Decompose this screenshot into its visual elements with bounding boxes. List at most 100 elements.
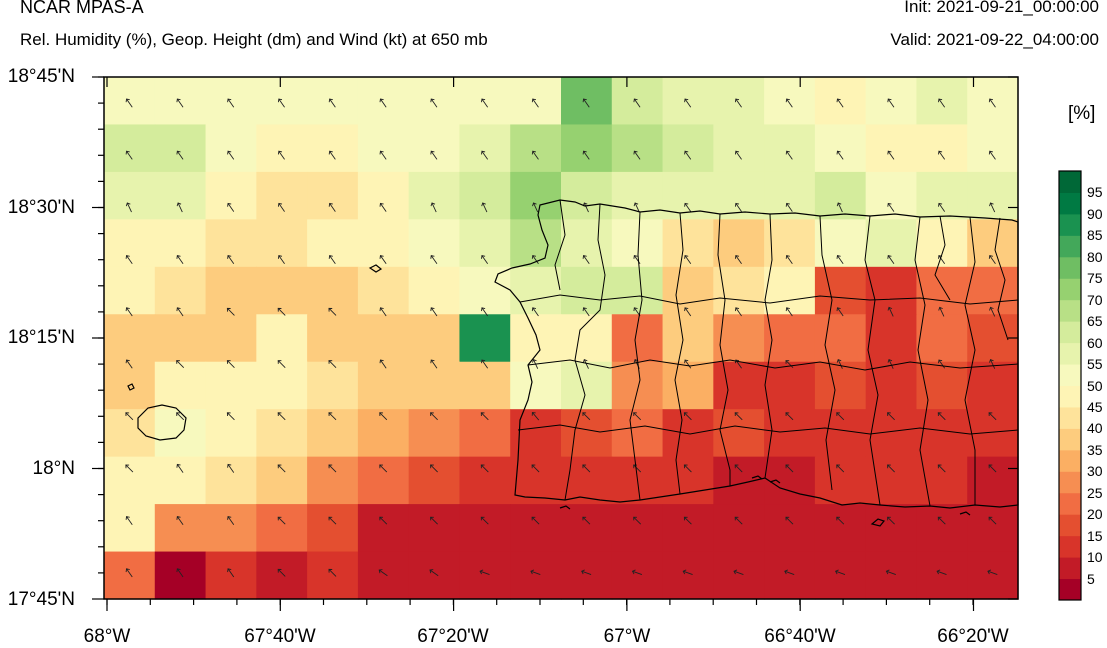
- rh-cell: [154, 551, 207, 600]
- rh-cell: [662, 551, 714, 600]
- wind-arrow: [125, 255, 133, 265]
- rh-cell: [611, 551, 664, 600]
- colorbar-label: 35: [1087, 441, 1103, 458]
- wind-arrow: [633, 516, 642, 525]
- rh-cell: [865, 77, 918, 126]
- wind-arrow: [836, 255, 844, 265]
- wind-arrow: [430, 464, 438, 473]
- rh-cell: [357, 124, 410, 173]
- wind-arrow: [277, 516, 286, 525]
- rh-cell: [510, 266, 562, 315]
- wind-arrow: [887, 412, 895, 421]
- rh-cell: [357, 504, 410, 553]
- wind-arrow: [531, 464, 540, 473]
- wind-arrow: [734, 412, 743, 421]
- wind-arrow: [582, 412, 591, 421]
- wind-arrow: [785, 307, 793, 317]
- puerto-rico-outline: [494, 199, 1019, 509]
- wind-arrow: [176, 412, 185, 421]
- rh-cell: [814, 456, 867, 505]
- rh-cell: [764, 124, 816, 173]
- wind-arrow: [227, 463, 235, 473]
- wind-arrow: [836, 358, 843, 369]
- rh-cell: [104, 77, 156, 126]
- wind-arrow: [938, 98, 946, 108]
- wind-arrow: [937, 412, 946, 421]
- colorbar-swatch: [1059, 299, 1081, 322]
- wind-arrow: [328, 98, 336, 108]
- rh-cell: [205, 314, 257, 363]
- wind-arrow: [176, 463, 184, 473]
- wind-arrow: [176, 307, 184, 317]
- wind-arrow: [226, 412, 235, 421]
- wind-arrow: [836, 150, 844, 160]
- colorbar-swatch: [1059, 428, 1081, 451]
- wind-arrow: [836, 412, 845, 421]
- wind-arrow: [834, 569, 846, 576]
- rh-cell: [967, 124, 1019, 173]
- humidity-grid: [104, 77, 1019, 600]
- wind-arrow: [785, 150, 793, 160]
- wind-arrow: [379, 98, 387, 108]
- colorbar-label: 25: [1087, 484, 1103, 501]
- wind-arrow: [227, 98, 235, 108]
- wind-arrow: [176, 255, 184, 265]
- x-label-67w: 67°W: [603, 626, 651, 647]
- rh-cell: [408, 456, 461, 505]
- rh-cell: [104, 266, 156, 315]
- wind-arrow: [379, 202, 387, 212]
- rh-cell: [459, 504, 511, 553]
- rh-cell: [713, 504, 765, 553]
- rh-cell: [154, 314, 207, 363]
- valid-time: Valid: 2021-09-22_04:00:00: [890, 30, 1099, 49]
- colorbar-swatch: [1059, 578, 1081, 601]
- rh-cell: [510, 171, 562, 220]
- wind-arrow: [480, 516, 489, 525]
- coastline-outline: [127, 199, 1019, 527]
- rh-cell: [357, 77, 410, 126]
- wind-arrow: [481, 98, 489, 108]
- rh-cell: [307, 504, 359, 553]
- colorbar-swatch: [1059, 278, 1081, 301]
- wind-arrow: [125, 307, 133, 317]
- rh-cell: [459, 77, 511, 126]
- wind-arrow: [328, 307, 337, 316]
- rh-cell: [916, 361, 968, 410]
- rh-cell: [713, 551, 765, 600]
- municipality-borders: [517, 199, 1019, 507]
- wind-arrow: [125, 568, 133, 578]
- wind-arrow: [532, 202, 539, 213]
- wind-arrow: [887, 255, 895, 265]
- rh-cell: [764, 551, 816, 600]
- rh-cell: [814, 266, 867, 315]
- colorbar-label: 65: [1087, 313, 1103, 330]
- rh-cell: [764, 361, 816, 410]
- wind-arrow: [480, 412, 489, 421]
- wind-arrow: [125, 359, 133, 369]
- rh-cell: [307, 314, 359, 363]
- wind-arrow: [582, 255, 590, 265]
- rh-cell: [256, 171, 308, 220]
- rh-cell: [814, 314, 867, 363]
- wind-arrow: [887, 98, 895, 108]
- rh-cell: [104, 314, 156, 363]
- rh-cell: [561, 504, 613, 553]
- colorbar-label: 10: [1087, 549, 1103, 566]
- rh-cell: [865, 266, 918, 315]
- wind-arrow: [785, 360, 794, 368]
- rh-cell: [764, 504, 816, 553]
- wind-arrow: [582, 98, 590, 108]
- rh-cell: [104, 171, 156, 220]
- rh-cell: [104, 551, 156, 600]
- wind-arrow: [785, 255, 793, 265]
- wind-arrow: [785, 98, 793, 108]
- wind-arrow: [328, 568, 337, 577]
- wind-arrow: [481, 150, 489, 160]
- wind-arrow: [988, 412, 997, 421]
- rh-cell: [561, 266, 613, 315]
- wind-arrow: [633, 412, 642, 421]
- rh-cell: [814, 361, 867, 410]
- colorbar-swatch: [1059, 514, 1081, 537]
- rh-cell: [459, 551, 511, 600]
- colorbar-label: 30: [1087, 463, 1103, 480]
